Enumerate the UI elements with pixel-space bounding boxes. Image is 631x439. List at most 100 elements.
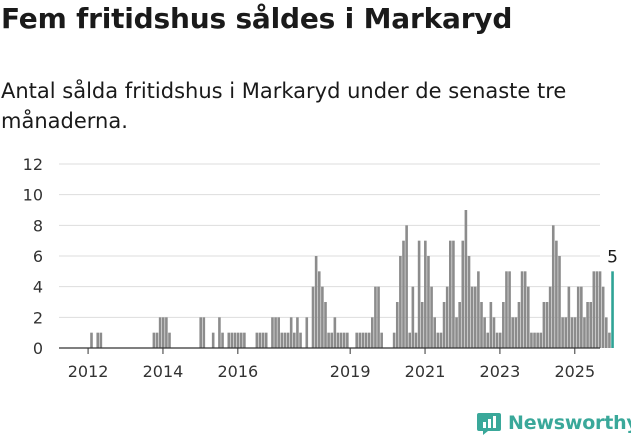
x-tick-label: 2016 xyxy=(217,362,258,381)
chart-title: Fem fritidshus såldes i Markaryd xyxy=(1,2,513,35)
bar xyxy=(580,286,583,348)
y-tick-label: 6 xyxy=(33,247,43,266)
bar xyxy=(598,271,602,348)
x-tick-label: 2023 xyxy=(480,362,521,381)
bar xyxy=(570,317,574,348)
bar xyxy=(458,302,461,348)
bar xyxy=(608,332,611,348)
bar xyxy=(218,317,221,348)
bar xyxy=(221,332,224,348)
bar xyxy=(536,332,539,348)
bar xyxy=(405,225,408,348)
bar xyxy=(592,271,596,348)
bar xyxy=(517,302,521,348)
bar xyxy=(271,317,274,348)
bar xyxy=(542,302,546,348)
bar xyxy=(277,317,280,348)
bar xyxy=(377,286,380,348)
bar xyxy=(211,332,215,348)
bar xyxy=(502,302,505,348)
bar xyxy=(286,332,290,348)
bar xyxy=(380,332,383,348)
bar xyxy=(311,286,315,348)
bar xyxy=(477,271,480,348)
last-value-label: 5 xyxy=(607,247,618,267)
bar xyxy=(511,317,514,348)
bar xyxy=(90,332,93,348)
bar xyxy=(439,332,443,348)
brand-name: Newsworthy xyxy=(508,412,631,434)
bar xyxy=(489,302,493,348)
bar xyxy=(367,332,371,348)
bar xyxy=(527,286,530,348)
bar xyxy=(371,317,374,348)
bar xyxy=(601,286,605,348)
bar xyxy=(583,317,586,348)
bar xyxy=(99,332,103,348)
data-labels: 5 xyxy=(607,247,618,267)
x-tick-label: 2014 xyxy=(143,362,184,381)
bar xyxy=(589,302,592,348)
bar xyxy=(545,302,549,348)
bar xyxy=(264,332,268,348)
bar xyxy=(305,317,309,348)
x-tick-label: 2019 xyxy=(330,362,371,381)
bar xyxy=(330,332,334,348)
bar xyxy=(274,317,277,348)
bar xyxy=(239,332,243,348)
bar xyxy=(470,286,474,348)
bar xyxy=(564,317,568,348)
bars xyxy=(90,210,614,348)
bar xyxy=(539,332,543,348)
bar xyxy=(289,317,293,348)
bar xyxy=(321,286,324,348)
bar xyxy=(473,286,477,348)
bar xyxy=(402,240,405,348)
bar xyxy=(202,317,206,348)
bar xyxy=(452,240,455,348)
bar xyxy=(96,332,100,348)
bar xyxy=(576,286,580,348)
bar xyxy=(486,332,490,348)
bar xyxy=(467,256,471,348)
bar xyxy=(358,332,362,348)
bar xyxy=(567,286,571,348)
bar xyxy=(336,332,340,348)
bar xyxy=(464,210,468,348)
bar xyxy=(533,332,536,348)
bar xyxy=(520,271,524,348)
bar xyxy=(255,332,259,348)
bar xyxy=(586,302,589,348)
y-tick-label: 8 xyxy=(33,216,43,235)
bar xyxy=(314,256,318,348)
bar xyxy=(433,317,436,348)
bar xyxy=(364,332,368,348)
bar xyxy=(523,271,527,348)
bar xyxy=(165,317,168,348)
bar xyxy=(258,332,262,348)
bar xyxy=(233,332,237,348)
bar xyxy=(508,271,511,348)
bar xyxy=(152,332,156,348)
bar xyxy=(558,256,561,348)
bar xyxy=(158,317,162,348)
bar xyxy=(449,240,452,348)
bar xyxy=(605,317,608,348)
bar xyxy=(492,317,496,348)
bar xyxy=(420,302,424,348)
x-tick-label: 2025 xyxy=(554,362,595,381)
bar xyxy=(261,332,265,348)
bar xyxy=(161,317,165,348)
y-tick-label: 2 xyxy=(33,308,43,327)
bar xyxy=(436,332,440,348)
bar xyxy=(346,332,349,348)
bar xyxy=(551,225,555,348)
chart-subtitle: Antal sålda fritidshus i Markaryd under … xyxy=(1,79,567,133)
bar xyxy=(427,256,430,348)
y-tick-label: 4 xyxy=(33,278,43,297)
bar xyxy=(555,240,558,348)
bar xyxy=(424,240,427,348)
bar xyxy=(399,256,402,348)
bar xyxy=(483,317,486,348)
